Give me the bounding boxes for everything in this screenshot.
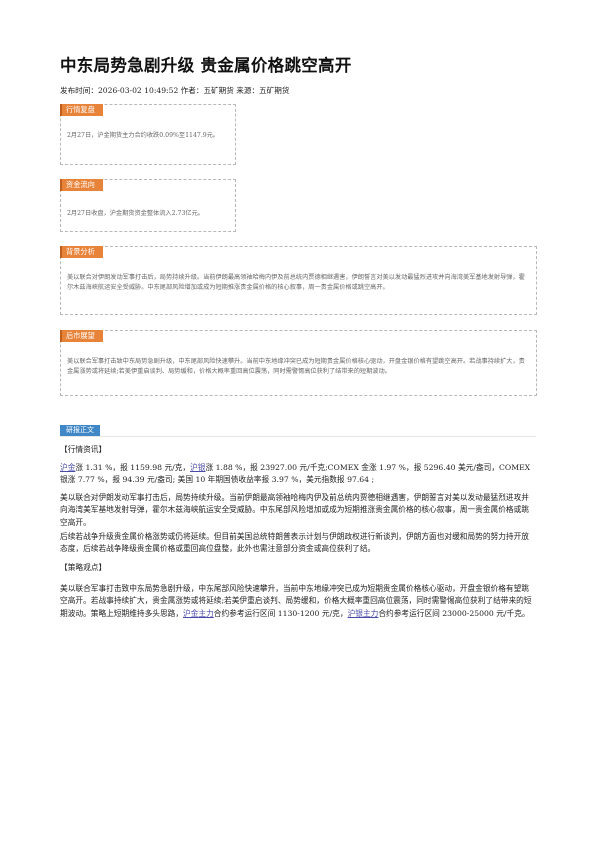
fund-flow-box: 资金流向 2月27日收盘，沪金期货资金整体流入2.73亿元。 <box>60 179 236 232</box>
strategy-p1-c: 合约参考运行区间 23000-25000 元/千克。 <box>378 608 530 618</box>
market-info-paragraph-2: 美以联合对伊朗发动军事打击后，局势持续升级。当前伊朗最高领袖哈梅内伊及前总统内贾… <box>60 493 529 527</box>
link-shfe-gold[interactable]: 沪金 <box>60 463 76 472</box>
market-review-box: 行情复盘 2月27日，沪金期货主力合约收跌0.09%至1147.9元。 <box>60 104 236 165</box>
page-title: 中东局势急剧升级 贵金属价格跳空高开 <box>60 56 352 75</box>
background-text: 美以联合对伊朗发动军事打击后，局势持续升级。当前伊朗最高领袖哈梅内伊及前总统内贾… <box>67 274 525 291</box>
fund-flow-text: 2月27日收盘，沪金期货资金整体流入2.73亿元。 <box>67 210 204 217</box>
market-info-p1-b: 涨 1.88 %，报 23927.00 元/千克;COMEX 金涨 1.97 %… <box>60 463 531 485</box>
publish-meta: 发布时间：2026-03-02 10:49:52 作者：五矿期货 来源：五矿期货 <box>60 86 290 95</box>
market-info-paragraph-3: 后续若战争升级贵金属价格涨势或仍将延续。但目前美国总统特朗普表示计划与伊朗政权进… <box>60 532 529 554</box>
market-info-p1-a: 涨 1.31 %，报 1159.98 元/克， <box>75 463 191 472</box>
link-silver-main-contract[interactable]: 沪银主力 <box>347 608 379 618</box>
fund-flow-tag: 资金流向 <box>60 179 103 191</box>
market-info-paragraph-1: 沪金涨 1.31 %，报 1159.98 元/克，沪银涨 1.88 %，报 23… <box>60 462 536 487</box>
strategy-p1-a: 美以联合军事打击致中东局势急剧升级，中东尾部风险快速攀升，当前中东地缘冲突已成为… <box>60 584 532 618</box>
background-tag: 背景分析 <box>60 246 103 258</box>
outlook-box: 后市展望 美以联合军事打击致中东局势急剧升级，中东尾部风险快速攀升。当前中东地缘… <box>60 330 537 396</box>
research-body-tag: 研报正文 <box>60 425 100 436</box>
strategy-paragraph: 美以联合军事打击致中东局势急剧升级，中东尾部风险快速攀升，当前中东地缘冲突已成为… <box>60 583 536 620</box>
link-gold-main-contract[interactable]: 沪金主力 <box>183 608 214 618</box>
outlook-tag: 后市展望 <box>60 330 103 342</box>
market-review-text: 2月27日，沪金期货主力合约收跌0.09%至1147.9元。 <box>67 132 220 139</box>
research-body-divider <box>60 436 536 437</box>
strategy-header: 【策略观点】 <box>60 563 107 572</box>
strategy-p1-b: 合约参考运行区间 1130-1200 元/克， <box>213 608 348 618</box>
link-shfe-silver[interactable]: 沪银 <box>190 463 206 472</box>
outlook-text: 美以联合军事打击致中东局势急剧升级，中东尾部风险快速攀升。当前中东地缘冲突已成为… <box>67 358 525 375</box>
market-review-tag: 行情复盘 <box>60 104 103 116</box>
background-box: 背景分析 美以联合对伊朗发动军事打击后，局势持续升级。当前伊朗最高领袖哈梅内伊及… <box>60 246 537 315</box>
market-info-header: 【行情资讯】 <box>60 445 107 454</box>
